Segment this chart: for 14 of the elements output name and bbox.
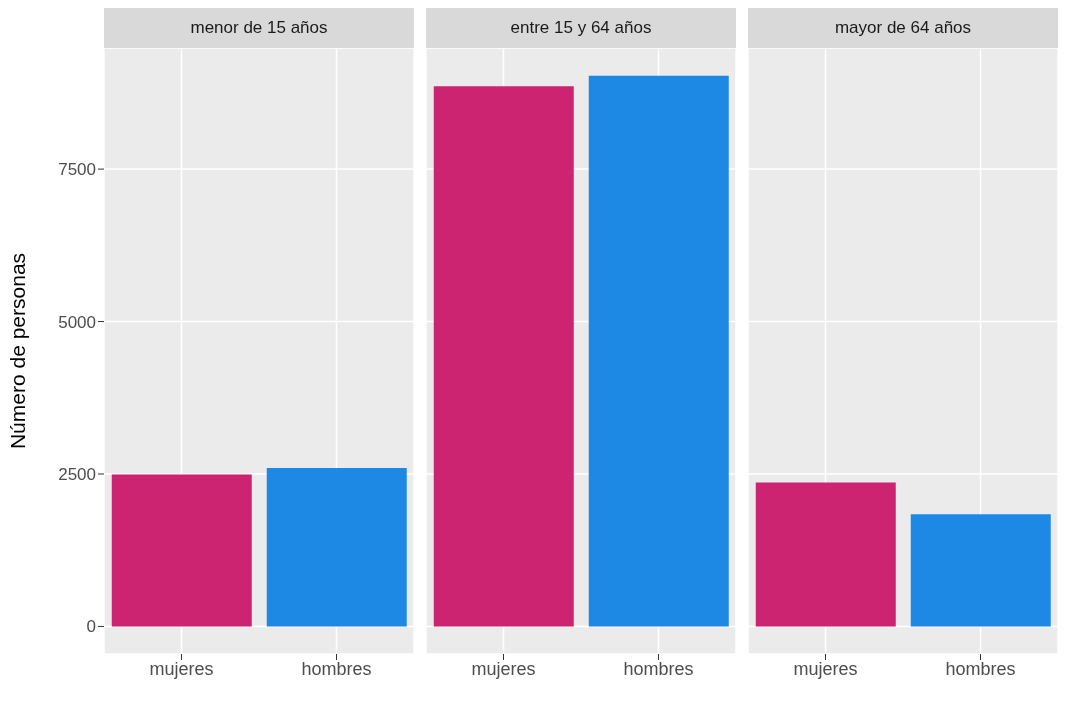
- x-tick-label: hombres: [301, 658, 372, 679]
- y-axis-title: Número de personas: [6, 252, 30, 450]
- chart-title: mayor de 64 años: [748, 8, 1058, 48]
- x-tick-label: hombres: [945, 658, 1016, 679]
- chart-title: menor de 15 años: [104, 8, 414, 48]
- x-tick-label: mujeres: [793, 658, 858, 679]
- chart-title: entre 15 y 64 años: [426, 8, 736, 48]
- x-tick-label: mujeres: [471, 658, 536, 679]
- y-tick-label: 5000: [58, 312, 96, 332]
- y-tick-label: 2500: [58, 465, 96, 485]
- y-tick-label: 7500: [58, 160, 96, 180]
- x-tick-label: mujeres: [149, 658, 214, 679]
- y-tick-label: 0: [86, 617, 96, 637]
- x-tick-label: hombres: [623, 658, 694, 679]
